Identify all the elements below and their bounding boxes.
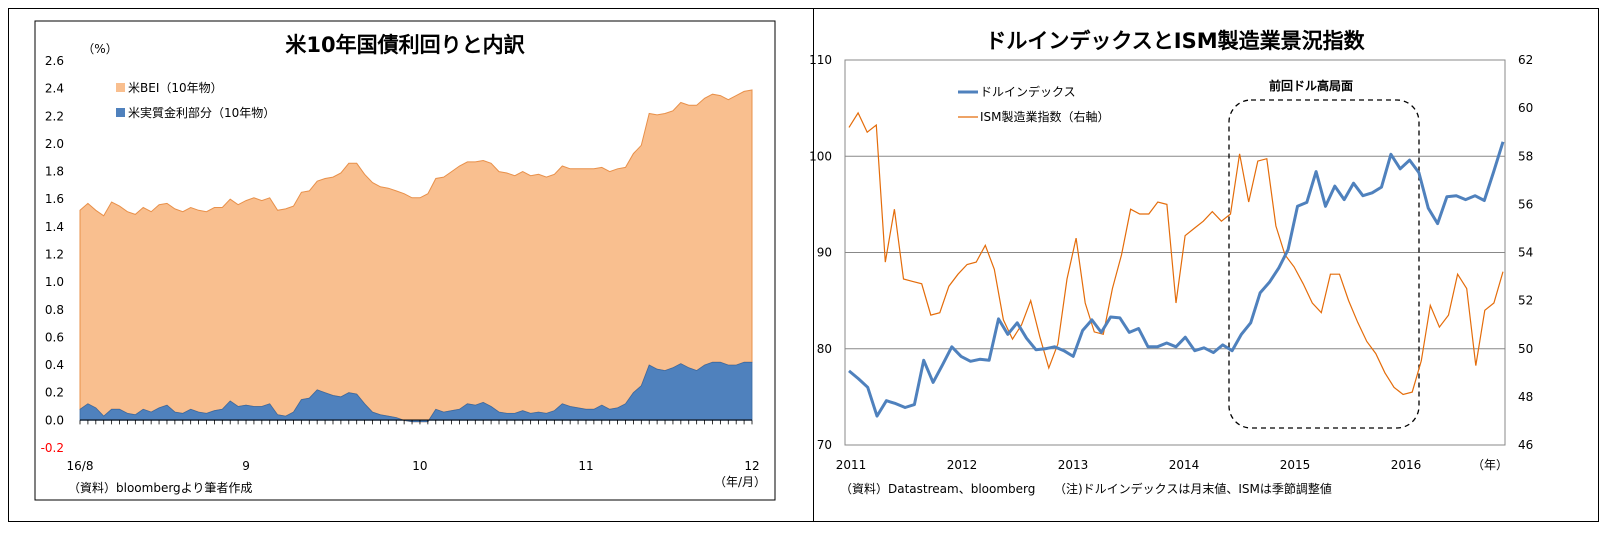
right-right-y-tick-label: 52	[1518, 294, 1533, 308]
right-left-y-tick-label: 90	[817, 246, 832, 260]
left-x-unit: （年/月）	[714, 475, 766, 489]
left-chart: 米10年国債利回りと内訳 （%） -0.2 0.0 0.2 0.4 0.6 0.8 1.0 1…	[34, 20, 776, 501]
right-gridlines	[845, 59, 1505, 446]
right-right-y-tick-label: 58	[1518, 149, 1533, 163]
right-x-tick-label: 2011	[836, 458, 867, 472]
right-right-y-tick-labels: 46 48 50 52 54 56 58 60 62	[1518, 53, 1533, 452]
left-x-tick-labels: 16/8 9 10 11 12	[67, 459, 760, 473]
left-y-tick-label: -0.2	[41, 441, 64, 455]
right-comment-note: （注)ドルインデックスは月末値、ISMは季節調整値	[1054, 481, 1332, 496]
left-x-tick-label: 16/8	[67, 459, 94, 473]
right-x-tick-label: 2016	[1391, 458, 1422, 472]
left-x-tick-label: 10	[412, 459, 427, 473]
left-y-unit: （%）	[82, 42, 117, 56]
left-y-tick-label: 2.2	[45, 109, 64, 123]
right-left-y-tick-labels: 70 80 90 100 110	[809, 53, 832, 452]
right-right-y-tick-label: 48	[1518, 390, 1533, 404]
right-source-note: （資料）Datastream、bloomberg	[840, 482, 1035, 496]
left-y-tick-label: 1.6	[45, 192, 64, 206]
left-y-tick-label: 1.8	[45, 165, 64, 179]
right-right-y-tick-label: 56	[1518, 197, 1533, 211]
left-chart-border	[34, 20, 776, 501]
left-y-tick-label: 0.0	[45, 413, 64, 427]
prior-dollar-high-box	[1228, 99, 1420, 429]
right-left-y-tick-label: 110	[809, 53, 832, 67]
right-right-y-tick-label: 54	[1518, 246, 1533, 260]
legend-label-bei: 米BEI（10年物）	[128, 81, 223, 95]
legend-swatch-real-rate	[116, 108, 125, 117]
right-plot-border	[844, 59, 1506, 446]
left-x-tick-label: 9	[242, 459, 250, 473]
prior-dollar-high-label: 前回ドル高局面	[1269, 78, 1353, 93]
left-x-minor-ticks	[79, 420, 753, 425]
left-y-tick-label: 0.4	[45, 358, 64, 372]
legend-label-real-rate: 米実質金利部分（10年物）	[128, 105, 275, 120]
ism-line	[848, 111, 1504, 396]
legend-label-ism: ISM製造業指数（右軸）	[980, 109, 1110, 124]
left-y-tick-label: 0.2	[45, 386, 64, 400]
left-x-tick-label: 11	[578, 459, 593, 473]
right-left-y-tick-label: 80	[817, 342, 832, 356]
legend-label-dollar-index: ドルインデックス	[980, 84, 1076, 99]
right-left-y-tick-label: 70	[817, 438, 832, 452]
right-left-y-tick-label: 100	[809, 149, 832, 163]
right-x-unit: （年）	[1472, 458, 1508, 472]
right-x-tick-label: 2014	[1169, 458, 1200, 472]
left-y-tick-label: 1.0	[45, 275, 64, 289]
left-y-tick-label: 0.8	[45, 303, 64, 317]
right-x-tick-label: 2013	[1058, 458, 1089, 472]
legend-swatch-bei	[116, 83, 125, 92]
right-x-tick-label: 2015	[1280, 458, 1311, 472]
left-y-tick-labels: -0.2 0.0 0.2 0.4 0.6 0.8 1.0 1.2 1.4 1.6 1.8 2.0 2.2…	[41, 54, 64, 455]
left-chart-title: 米10年国債利回りと内訳	[285, 33, 525, 57]
left-y-tick-label: 1.2	[45, 248, 64, 262]
left-y-tick-label: 1.4	[45, 220, 64, 234]
right-right-y-tick-label: 50	[1518, 342, 1533, 356]
left-y-tick-label: 2.6	[45, 54, 64, 68]
left-x-tick-label: 12	[744, 459, 759, 473]
left-y-tick-label: 0.6	[45, 330, 64, 344]
left-y-tick-label: 2.0	[45, 137, 64, 151]
right-x-tick-labels: 2011 2012 2013 2014 2015 2016	[836, 458, 1422, 472]
left-y-tick-label: 2.4	[45, 82, 64, 96]
panel-divider	[813, 8, 814, 522]
left-area-series	[79, 89, 753, 423]
right-right-y-tick-label: 62	[1518, 53, 1533, 67]
right-chart: ドルインデックスとISM製造業景況指数 70 80 90 100 110 46 48 50 5…	[809, 29, 1533, 496]
right-line-series	[848, 111, 1505, 418]
right-chart-title: ドルインデックスとISM製造業景況指数	[985, 29, 1365, 53]
right-x-tick-label: 2012	[947, 458, 978, 472]
dollar-index-line	[848, 141, 1505, 418]
figure-frame	[8, 8, 1599, 522]
left-source-note: （資料）bloombergより筆者作成	[68, 481, 252, 495]
right-right-y-tick-label: 60	[1518, 101, 1533, 115]
right-right-y-tick-label: 46	[1518, 438, 1533, 452]
